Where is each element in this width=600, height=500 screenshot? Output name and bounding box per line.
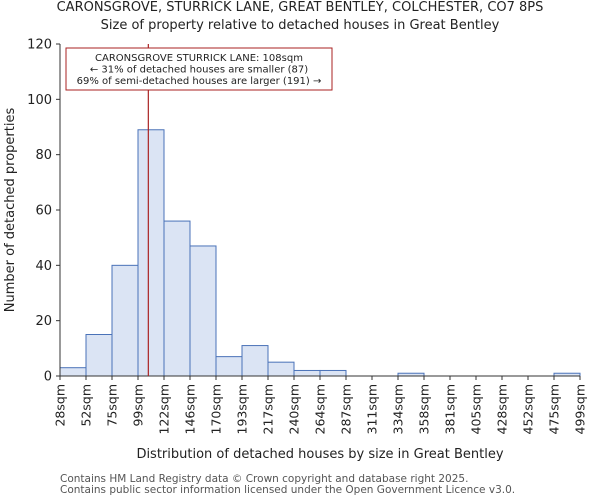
histogram-bar-1: [85, 334, 113, 377]
annotation-box: [65, 47, 333, 91]
x-tick-label-18: 452sqm: [521, 384, 536, 434]
x-tick-label-5: 146sqm: [183, 384, 198, 434]
x-tick-label-6: 170sqm: [209, 384, 224, 434]
chart-title: CARONSGROVE, STURRICK LANE, GREAT BENTLE…: [56, 0, 544, 15]
x-tick-label-8: 217sqm: [261, 384, 276, 434]
x-tick-label-16: 405sqm: [469, 384, 484, 434]
x-tick-label-17: 428sqm: [495, 384, 510, 434]
x-tick-label-11: 287sqm: [339, 384, 354, 434]
x-tick-label-19: 475sqm: [547, 384, 562, 434]
y-tick-label-40: 40: [35, 259, 52, 274]
x-tick-label-7: 193sqm: [235, 384, 250, 434]
x-tick-label-3: 99sqm: [131, 384, 146, 427]
annotation-line-1: CARONSGROVE STURRICK LANE: 108sqm: [95, 53, 303, 64]
y-tick-label-0: 0: [44, 370, 52, 385]
x-tick-label-15: 381sqm: [443, 384, 458, 434]
x-tick-label-2: 75sqm: [105, 384, 120, 427]
y-tick-label-20: 20: [35, 314, 52, 329]
footer-licence: Contains public sector information licen…: [60, 484, 516, 496]
histogram-bar-0: [59, 367, 87, 377]
histogram-bar-9: [293, 369, 321, 377]
x-tick-label-13: 334sqm: [391, 384, 406, 434]
histogram-bar-3: [137, 129, 165, 377]
y-tick-label-120: 120: [27, 38, 52, 53]
histogram-bar-4: [163, 220, 191, 377]
x-axis-title: Distribution of detached houses by size …: [136, 447, 503, 462]
x-tick-label-14: 358sqm: [417, 384, 432, 434]
histogram-bar-5: [189, 245, 217, 377]
x-tick-label-12: 311sqm: [365, 384, 380, 434]
y-tick-label-100: 100: [27, 93, 52, 108]
x-tick-label-10: 264sqm: [313, 384, 328, 434]
y-axis-title: Number of detached properties: [3, 108, 18, 313]
annotation-line-3: 69% of semi-detached houses are larger (…: [77, 76, 322, 87]
y-tick-label-60: 60: [35, 204, 52, 219]
footer-copyright: Contains HM Land Registry data © Crown c…: [60, 473, 469, 485]
histogram-bar-7: [241, 345, 269, 377]
histogram-bar-6: [215, 356, 243, 377]
x-tick-label-9: 240sqm: [287, 384, 302, 434]
y-tick-label-80: 80: [35, 148, 52, 163]
histogram-bar-8: [267, 361, 295, 377]
annotation-line-2: ← 31% of detached houses are smaller (87…: [90, 65, 308, 76]
chart-subtitle: Size of property relative to detached ho…: [100, 18, 500, 33]
histogram-bar-2: [111, 264, 139, 377]
histogram-bar-10: [319, 369, 347, 377]
x-tick-label-4: 122sqm: [157, 384, 172, 434]
x-tick-label-20: 499sqm: [573, 384, 588, 434]
x-tick-label-0: 28sqm: [53, 384, 68, 427]
x-tick-label-1: 52sqm: [79, 384, 94, 427]
